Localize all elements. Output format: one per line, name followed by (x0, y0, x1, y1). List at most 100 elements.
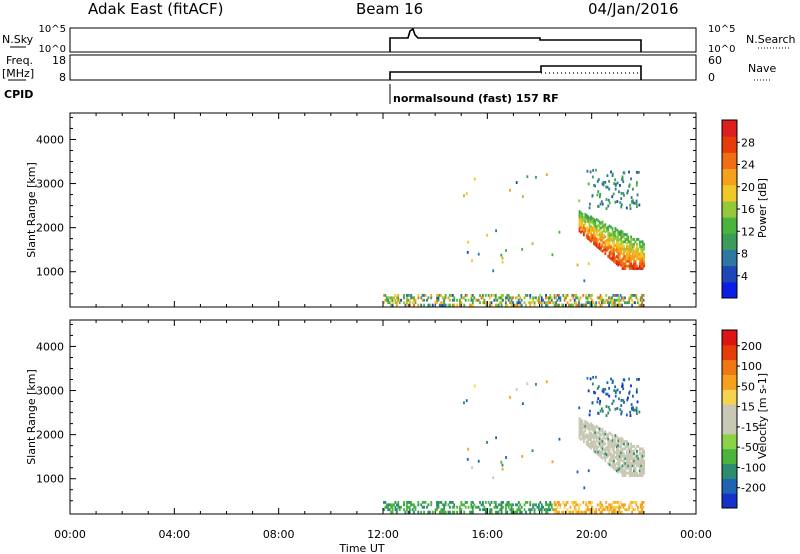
power-cell (581, 224, 584, 228)
power-cell (596, 180, 599, 183)
velocity-cell (631, 459, 634, 463)
velocity-cell (611, 455, 614, 459)
power-cell (591, 298, 593, 302)
velocity-cell (572, 503, 575, 507)
velocity-cell (501, 467, 504, 471)
power-cell (622, 180, 625, 184)
power-cell (631, 247, 634, 251)
power-cell (614, 182, 617, 186)
power-cell (629, 296, 632, 300)
power-cell (563, 296, 566, 300)
velocity-cell (598, 430, 601, 433)
power-cell (615, 303, 618, 307)
power-cell (584, 222, 587, 226)
power-cell (631, 245, 634, 249)
power-cell (603, 241, 605, 245)
velocity-cell (623, 454, 625, 458)
velocity-cell (603, 443, 605, 447)
power-cell (490, 301, 493, 305)
velocity-cell (417, 510, 420, 514)
power-cell (581, 220, 584, 223)
velocity-cell (545, 380, 548, 384)
power-cell (612, 301, 615, 305)
velocity-cell (587, 444, 590, 448)
power-cell (451, 298, 454, 302)
velocity-cell (529, 503, 532, 507)
velocity-ylabel: Slant Range [km] (25, 369, 38, 465)
velocity-cell (555, 503, 557, 507)
velocity-cell (592, 434, 595, 438)
velocity-cell (600, 440, 602, 444)
velocity-cell (592, 449, 595, 453)
power-cell (597, 243, 600, 247)
velocity-cell (602, 387, 605, 391)
velocity-cell (627, 447, 630, 451)
velocity-cell (618, 452, 621, 456)
velocity-cell (621, 459, 624, 463)
power-cell (588, 219, 591, 222)
power-cell (623, 262, 625, 266)
velocity-cell (630, 464, 633, 468)
velocity-cell (620, 458, 623, 462)
power-cell (603, 226, 605, 230)
power-cell (426, 298, 428, 302)
power-cell (506, 296, 509, 300)
power-cell (593, 303, 596, 307)
velocity-cell (552, 508, 555, 512)
velocity-cell (603, 441, 605, 444)
velocity-cell (613, 445, 615, 448)
power-cell (626, 301, 629, 305)
power-cell (618, 262, 621, 266)
power-cell (532, 296, 535, 300)
power-cell (615, 243, 618, 246)
velocity-cell (620, 456, 623, 460)
velocity-cell (413, 505, 415, 509)
power-cell (588, 293, 590, 297)
power-cell (630, 235, 633, 239)
power-cell (631, 298, 634, 302)
velocity-cell (613, 508, 616, 512)
power-cell (570, 303, 573, 307)
power-cell (600, 233, 602, 237)
nsky-trace (389, 27, 642, 52)
power-cell (572, 303, 575, 307)
power-cell (504, 298, 507, 302)
power-cell (614, 249, 617, 252)
power-cell (570, 293, 573, 297)
velocity-cell (634, 500, 636, 504)
velocity-cell (615, 447, 618, 451)
power-cell (591, 238, 594, 242)
power-cell (634, 259, 637, 263)
velocity-cell (606, 505, 609, 509)
power-cell (471, 301, 474, 305)
velocity-cell (620, 436, 623, 440)
velocity-cell (601, 447, 604, 450)
power-cell (618, 233, 621, 237)
power-cell (423, 293, 426, 297)
velocity-cell (590, 441, 592, 445)
velocity-cell (630, 466, 633, 470)
velocity-cell (428, 510, 431, 514)
velocity-cell (589, 503, 592, 507)
velocity-cell (630, 444, 633, 448)
velocity-cell (494, 505, 497, 509)
power-cell (573, 301, 576, 305)
velocity-cell (464, 500, 467, 504)
power-cell (440, 301, 443, 305)
velocity-cell (424, 500, 427, 504)
velocity-cell (601, 430, 604, 433)
velocity-cell (576, 510, 579, 514)
velocity-cell (617, 468, 620, 472)
power-cell (617, 241, 620, 245)
power-cell (628, 262, 631, 266)
power-cell (639, 303, 642, 307)
power-cell (628, 250, 631, 253)
velocity-cell (624, 503, 626, 507)
power-cell (636, 257, 638, 261)
power-cell (608, 256, 611, 259)
power-cell (617, 263, 620, 267)
power-cell (635, 293, 638, 297)
power-cell (521, 195, 524, 199)
velocity-cell (420, 503, 423, 507)
power-cell (600, 238, 602, 242)
